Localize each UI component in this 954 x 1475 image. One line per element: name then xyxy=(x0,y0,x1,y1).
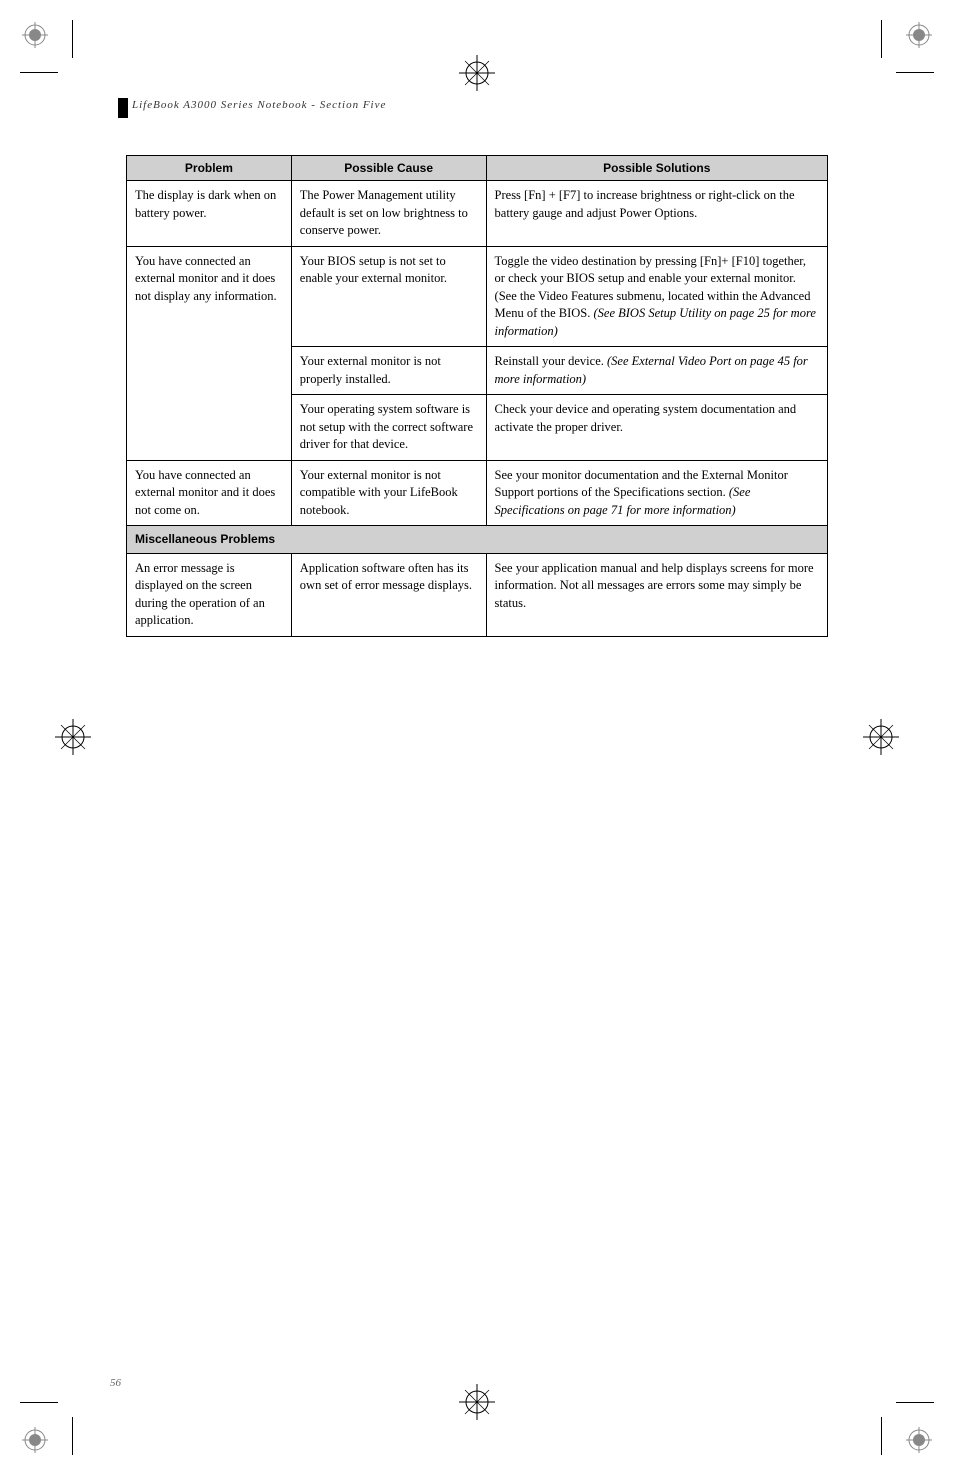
cell-problem: An error message is displayed on the scr… xyxy=(127,553,292,636)
cell-problem: You have connected an external monitor a… xyxy=(127,246,292,460)
crop-mark xyxy=(881,20,882,58)
cell-cause: Your operating system software is not se… xyxy=(291,395,486,461)
center-registration-mark xyxy=(863,719,899,755)
center-registration-mark xyxy=(459,1384,495,1420)
col-header-problem: Problem xyxy=(127,156,292,181)
cell-cause: Your external monitor is not properly in… xyxy=(291,347,486,395)
table-row: You have connected an external monitor a… xyxy=(127,246,828,347)
crop-mark xyxy=(896,1402,934,1403)
header-marker xyxy=(118,98,128,118)
page-number: 56 xyxy=(110,1377,121,1389)
cell-solution: Toggle the video destination by pressing… xyxy=(486,246,827,347)
cell-cause: Application software often has its own s… xyxy=(291,553,486,636)
col-header-cause: Possible Cause xyxy=(291,156,486,181)
crop-mark xyxy=(72,20,73,58)
cell-solution: Check your device and operating system d… xyxy=(486,395,827,461)
cell-cause: The Power Management utility default is … xyxy=(291,181,486,247)
registration-mark xyxy=(906,22,932,48)
cell-solution: Reinstall your device. (See External Vid… xyxy=(486,347,827,395)
center-registration-mark xyxy=(459,55,495,91)
section-header-row: Miscellaneous Problems xyxy=(127,526,828,554)
header-title: LifeBook A3000 Series Notebook - Section… xyxy=(132,98,386,111)
cell-cause: Your BIOS setup is not set to enable you… xyxy=(291,246,486,347)
crop-mark xyxy=(72,1417,73,1455)
crop-mark xyxy=(881,1417,882,1455)
col-header-solution: Possible Solutions xyxy=(486,156,827,181)
center-registration-mark xyxy=(55,719,91,755)
crop-mark xyxy=(20,1402,58,1403)
table-row: An error message is displayed on the scr… xyxy=(127,553,828,636)
registration-mark xyxy=(22,22,48,48)
section-header-cell: Miscellaneous Problems xyxy=(127,526,828,554)
cell-problem: You have connected an external monitor a… xyxy=(127,460,292,526)
troubleshooting-table: Problem Possible Cause Possible Solution… xyxy=(126,155,828,637)
cell-solution: See your application manual and help dis… xyxy=(486,553,827,636)
page-header: LifeBook A3000 Series Notebook - Section… xyxy=(118,98,386,118)
cell-cause: Your external monitor is not compatible … xyxy=(291,460,486,526)
table-row: The display is dark when on battery powe… xyxy=(127,181,828,247)
cell-solution: See your monitor documentation and the E… xyxy=(486,460,827,526)
crop-mark xyxy=(20,72,58,73)
cell-solution: Press [Fn] + [F7] to increase brightness… xyxy=(486,181,827,247)
registration-mark xyxy=(906,1427,932,1453)
cell-problem: The display is dark when on battery powe… xyxy=(127,181,292,247)
crop-mark xyxy=(896,72,934,73)
table-row: You have connected an external monitor a… xyxy=(127,460,828,526)
registration-mark xyxy=(22,1427,48,1453)
